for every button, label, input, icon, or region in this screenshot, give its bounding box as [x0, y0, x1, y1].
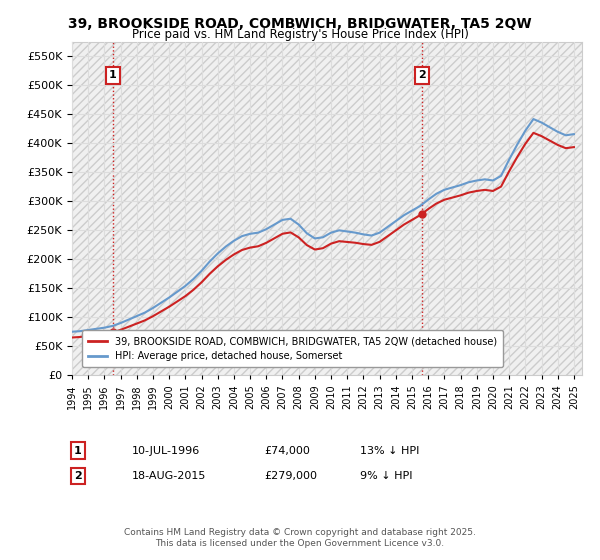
Legend: 39, BROOKSIDE ROAD, COMBWICH, BRIDGWATER, TA5 2QW (detached house), HPI: Average: 39, BROOKSIDE ROAD, COMBWICH, BRIDGWATER…	[82, 330, 503, 367]
Text: 2: 2	[74, 471, 82, 481]
Text: 2: 2	[418, 71, 426, 80]
Text: 10-JUL-1996: 10-JUL-1996	[132, 446, 200, 456]
Text: 1: 1	[74, 446, 82, 456]
Text: 9% ↓ HPI: 9% ↓ HPI	[360, 471, 413, 481]
Text: Contains HM Land Registry data © Crown copyright and database right 2025.
This d: Contains HM Land Registry data © Crown c…	[124, 528, 476, 548]
Text: Price paid vs. HM Land Registry's House Price Index (HPI): Price paid vs. HM Land Registry's House …	[131, 28, 469, 41]
Text: 1: 1	[109, 71, 117, 80]
Text: £279,000: £279,000	[264, 471, 317, 481]
Text: £74,000: £74,000	[264, 446, 310, 456]
Text: 39, BROOKSIDE ROAD, COMBWICH, BRIDGWATER, TA5 2QW: 39, BROOKSIDE ROAD, COMBWICH, BRIDGWATER…	[68, 17, 532, 31]
Text: 13% ↓ HPI: 13% ↓ HPI	[360, 446, 419, 456]
Text: 18-AUG-2015: 18-AUG-2015	[132, 471, 206, 481]
